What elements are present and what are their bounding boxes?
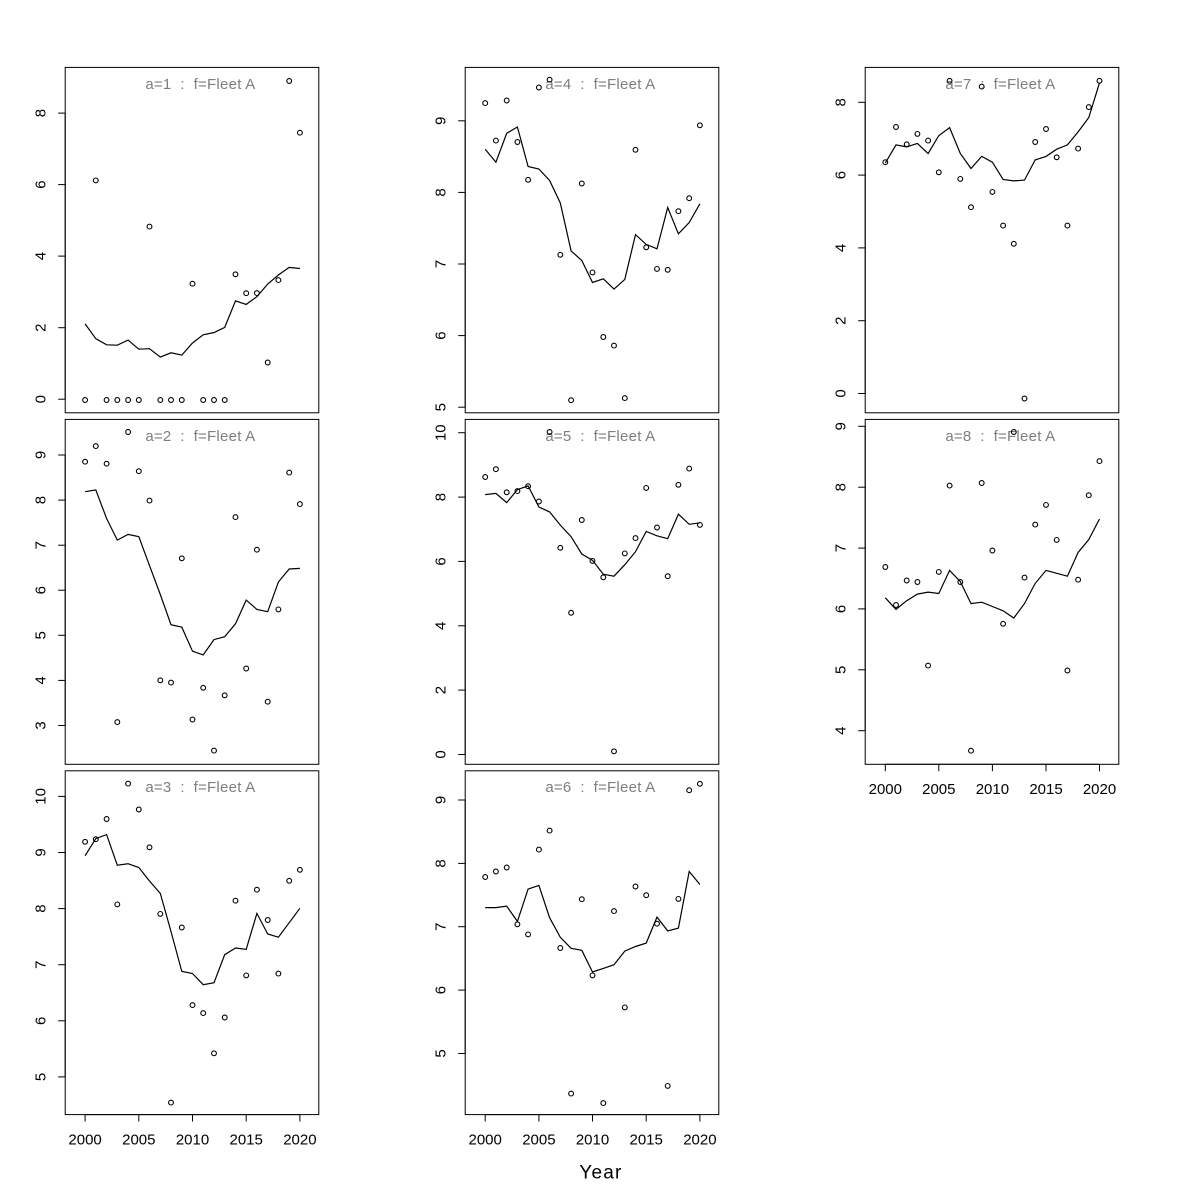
svg-text:9: 9 — [33, 848, 50, 856]
svg-text:8: 8 — [833, 483, 850, 491]
svg-text:9: 9 — [833, 422, 850, 430]
svg-text:2020: 2020 — [683, 1132, 716, 1149]
svg-text:6: 6 — [33, 586, 50, 594]
svg-text:7: 7 — [33, 541, 50, 549]
svg-text:6: 6 — [33, 180, 50, 188]
svg-text:2020: 2020 — [283, 1132, 316, 1149]
svg-text:2000: 2000 — [869, 781, 902, 798]
svg-text:6: 6 — [33, 1017, 50, 1025]
svg-text:10: 10 — [433, 424, 450, 441]
svg-text:2015: 2015 — [230, 1132, 263, 1149]
svg-text:a=3 : f=Fleet A: a=3 : f=Fleet A — [145, 779, 255, 796]
svg-text:8: 8 — [433, 493, 450, 501]
svg-text:2: 2 — [433, 686, 450, 694]
svg-text:a=2 : f=Fleet A: a=2 : f=Fleet A — [145, 428, 255, 445]
svg-text:0: 0 — [433, 750, 450, 758]
svg-text:10: 10 — [33, 788, 50, 805]
svg-text:4: 4 — [33, 676, 50, 684]
svg-text:9: 9 — [33, 451, 50, 459]
svg-text:2020: 2020 — [1083, 781, 1116, 798]
svg-text:a=5 : f=Fleet A: a=5 : f=Fleet A — [545, 428, 655, 445]
svg-text:8: 8 — [33, 496, 50, 504]
svg-text:8: 8 — [33, 904, 50, 912]
svg-text:a=4 : f=Fleet A: a=4 : f=Fleet A — [545, 76, 655, 93]
svg-text:a=8 : f=Fleet A: a=8 : f=Fleet A — [945, 428, 1055, 445]
svg-text:2: 2 — [833, 317, 850, 325]
svg-text:6: 6 — [833, 171, 850, 179]
svg-text:6: 6 — [433, 986, 450, 994]
svg-text:2000: 2000 — [469, 1132, 502, 1149]
svg-text:a=6 : f=Fleet A: a=6 : f=Fleet A — [545, 779, 655, 796]
svg-text:4: 4 — [833, 244, 850, 252]
svg-text:2010: 2010 — [176, 1132, 209, 1149]
svg-text:7: 7 — [433, 260, 450, 268]
svg-text:9: 9 — [433, 117, 450, 125]
svg-text:a=1 : f=Fleet A: a=1 : f=Fleet A — [145, 76, 255, 93]
svg-text:7: 7 — [833, 544, 850, 552]
svg-text:5: 5 — [433, 1049, 450, 1057]
svg-text:5: 5 — [433, 403, 450, 411]
svg-text:2010: 2010 — [976, 781, 1009, 798]
svg-text:Year: Year — [579, 1163, 622, 1184]
svg-text:2000: 2000 — [68, 1132, 101, 1149]
svg-text:5: 5 — [33, 631, 50, 639]
svg-text:6: 6 — [833, 605, 850, 613]
svg-text:5: 5 — [833, 666, 850, 674]
svg-text:4: 4 — [433, 622, 450, 630]
svg-text:2005: 2005 — [922, 781, 955, 798]
svg-text:0: 0 — [833, 389, 850, 397]
svg-text:2005: 2005 — [522, 1132, 555, 1149]
svg-text:2010: 2010 — [576, 1132, 609, 1149]
svg-text:6: 6 — [433, 331, 450, 339]
svg-text:7: 7 — [33, 961, 50, 969]
svg-text:0: 0 — [33, 395, 50, 403]
svg-text:2015: 2015 — [630, 1132, 663, 1149]
svg-text:8: 8 — [33, 109, 50, 117]
svg-text:4: 4 — [833, 727, 850, 735]
svg-text:8: 8 — [433, 859, 450, 867]
svg-text:3: 3 — [33, 721, 50, 729]
svg-text:6: 6 — [433, 557, 450, 565]
svg-text:9: 9 — [433, 796, 450, 804]
svg-text:5: 5 — [33, 1073, 50, 1081]
svg-text:2005: 2005 — [122, 1132, 155, 1149]
svg-text:2015: 2015 — [1029, 781, 1062, 798]
svg-text:7: 7 — [433, 923, 450, 931]
svg-text:8: 8 — [433, 188, 450, 196]
svg-text:a=7 : f=Fleet A: a=7 : f=Fleet A — [945, 76, 1055, 93]
svg-text:8: 8 — [833, 98, 850, 106]
svg-text:4: 4 — [33, 252, 50, 260]
svg-text:2: 2 — [33, 324, 50, 332]
